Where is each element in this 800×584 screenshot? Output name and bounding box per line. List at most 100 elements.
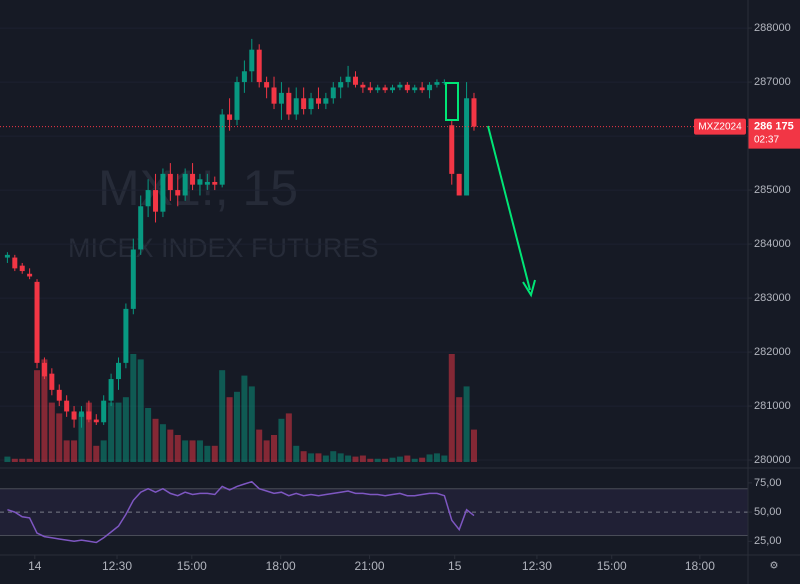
volume-bar xyxy=(137,359,144,462)
rsi-line xyxy=(7,480,475,544)
settings-icon[interactable]: ⚙ xyxy=(770,561,779,572)
volume-bar xyxy=(204,445,211,462)
price-tag xyxy=(748,118,800,149)
candle-body xyxy=(352,76,358,85)
countdown-label: 02:37 xyxy=(754,134,779,145)
volume-bar xyxy=(426,454,433,462)
volume-bar xyxy=(63,440,70,462)
volume-bar xyxy=(85,402,92,462)
volume-bar xyxy=(174,435,181,462)
volume-bar xyxy=(271,435,278,462)
volume-bar xyxy=(248,386,255,462)
volume-bar xyxy=(122,397,129,462)
candle-body xyxy=(293,98,299,115)
volume-bar xyxy=(182,440,189,462)
volume-bar xyxy=(78,413,85,462)
candle-body xyxy=(130,249,136,309)
x-tick-label: 21:00 xyxy=(355,559,385,573)
x-tick-label: 18:00 xyxy=(685,559,715,573)
volume-bar xyxy=(382,458,389,462)
volume-bar xyxy=(352,456,359,462)
volume-bar xyxy=(211,445,218,462)
candle-body xyxy=(4,254,10,258)
candle-body xyxy=(182,173,188,196)
candle-body xyxy=(345,76,351,83)
candle-body xyxy=(175,190,181,196)
candle-body xyxy=(264,82,270,88)
volume-bar xyxy=(389,457,396,462)
volume-bar xyxy=(345,455,352,462)
candle-body xyxy=(308,98,314,110)
volume-bar xyxy=(159,424,166,462)
candle-body xyxy=(456,173,462,196)
candle-body xyxy=(256,49,262,83)
volume-bar xyxy=(404,455,411,462)
candle-body xyxy=(34,281,40,363)
candle-body xyxy=(419,87,425,91)
candle-body xyxy=(382,87,388,91)
candle-body xyxy=(167,173,173,191)
candle-body xyxy=(64,400,70,412)
y-tick-label: 25,00 xyxy=(754,535,782,547)
candle-body xyxy=(93,419,99,423)
volume-bar xyxy=(322,455,329,462)
y-tick-label: 50,00 xyxy=(754,506,782,518)
volume-bar xyxy=(337,453,344,462)
arrow-annotation xyxy=(487,125,531,291)
candle-body xyxy=(19,265,25,272)
y-tick-label: 280000 xyxy=(754,454,791,466)
candle-body xyxy=(464,98,470,196)
volume-bar xyxy=(189,440,196,462)
volume-bar xyxy=(219,370,226,462)
volume-bar xyxy=(233,391,240,462)
volume-bar xyxy=(108,402,115,462)
candle-body xyxy=(390,87,396,91)
volume-bar xyxy=(285,413,292,462)
volume-bar xyxy=(226,397,233,462)
candle-body xyxy=(315,98,321,104)
candle-body xyxy=(427,84,433,91)
candle-body xyxy=(160,173,166,212)
x-tick-label: 15:00 xyxy=(597,559,627,573)
volume-bar xyxy=(26,458,33,462)
candle-body xyxy=(404,84,410,91)
y-tick-label: 288000 xyxy=(754,22,791,34)
candle-body xyxy=(412,87,418,91)
y-tick-label: 284000 xyxy=(754,238,791,250)
y-tick-label: 282000 xyxy=(754,346,791,358)
candle-body xyxy=(12,257,18,269)
volume-bar xyxy=(71,440,78,462)
candle-body xyxy=(212,181,218,185)
candle-body xyxy=(360,84,366,88)
volume-bar xyxy=(396,456,403,462)
volume-bar xyxy=(308,453,315,462)
volume-bar xyxy=(330,451,337,462)
watermark-title: MX1!, 15 xyxy=(98,160,298,216)
volume-bar xyxy=(100,440,107,462)
x-tick-label: 15 xyxy=(448,559,462,573)
x-tick-label: 12:30 xyxy=(522,559,552,573)
candle-body xyxy=(278,92,284,104)
candle-body xyxy=(49,373,55,390)
candle-body xyxy=(271,87,277,104)
last-price-label: 286 175 xyxy=(754,121,794,133)
candle-body xyxy=(323,98,329,104)
candle-body xyxy=(71,411,77,420)
volume-bar xyxy=(4,456,11,462)
candle-body xyxy=(449,125,455,174)
candle-body xyxy=(145,190,151,207)
rsi-band xyxy=(0,488,748,536)
symbol-label: MXZ2024 xyxy=(698,121,742,132)
candle-body xyxy=(41,362,47,377)
y-tick-label: 283000 xyxy=(754,292,791,304)
x-tick-label: 12:30 xyxy=(102,559,132,573)
volume-bar xyxy=(48,402,55,462)
candle-body xyxy=(367,87,373,91)
volume-bar xyxy=(256,429,263,462)
x-tick-label: 18:00 xyxy=(266,559,296,573)
candle-body xyxy=(56,389,62,401)
volume-bar xyxy=(167,429,174,462)
volume-bar xyxy=(152,418,159,462)
candle-body xyxy=(241,71,247,83)
